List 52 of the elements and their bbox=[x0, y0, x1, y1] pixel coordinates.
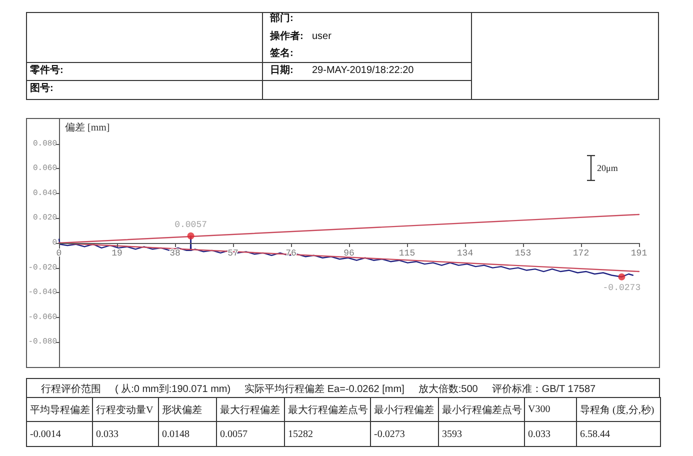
text: -0.0273 bbox=[370, 422, 438, 446]
text: -0.0014 bbox=[26, 422, 92, 446]
text: 最小行程偏差 bbox=[370, 398, 438, 422]
y-tick-label: 0.060 bbox=[32, 164, 58, 174]
text: 0.0148 bbox=[158, 422, 216, 446]
text: 3593 bbox=[438, 422, 524, 446]
text: 形状偏差 bbox=[158, 398, 216, 422]
text: 平均导程偏差 bbox=[26, 398, 92, 422]
x-tick-label: 96 bbox=[344, 248, 354, 258]
x-tick-label: 172 bbox=[572, 248, 590, 258]
text: 零件号: bbox=[30, 65, 64, 77]
x-tick-label: 38 bbox=[170, 248, 180, 258]
x-tick-label: 134 bbox=[456, 248, 474, 258]
x-tick-label: 115 bbox=[398, 248, 416, 258]
text: 29-MAY-2019/18:22:20 bbox=[312, 65, 414, 77]
text: 签名: bbox=[270, 48, 294, 60]
text: 6.58.44 bbox=[576, 422, 660, 446]
y-axis-title: 偏差 [mm] bbox=[65, 122, 110, 134]
y-tick-label: -0.020 bbox=[28, 263, 58, 272]
text: 放大倍数:500 bbox=[418, 382, 478, 396]
text: user bbox=[312, 31, 332, 43]
text: 图号: bbox=[30, 83, 54, 95]
text: 导程角 (度,分,秒) bbox=[576, 398, 660, 422]
text: 实际平均行程偏差 Ea=-0.0262 [mm] bbox=[244, 382, 404, 396]
text: 最大行程偏差点号 bbox=[284, 398, 370, 422]
x-tick-label: 191 bbox=[630, 248, 648, 258]
x-tick-label: 19 bbox=[112, 248, 122, 258]
text: V300 bbox=[524, 398, 576, 422]
text: 0.033 bbox=[92, 422, 158, 446]
data-label: 0.0057 bbox=[174, 220, 207, 230]
x-tick-label: 153 bbox=[514, 248, 532, 258]
text: 15282 bbox=[284, 422, 370, 446]
annotation: 20μm bbox=[597, 162, 618, 174]
text: 0.0057 bbox=[216, 422, 284, 446]
y-tick-label: 0.020 bbox=[32, 214, 58, 223]
text: 0.033 bbox=[524, 422, 576, 446]
text: ( 从:0 mm到:190.071 mm) bbox=[115, 382, 231, 396]
y-tick-label: -0.060 bbox=[28, 312, 58, 322]
y-tick-label: 0.040 bbox=[32, 188, 58, 198]
text: 日期: bbox=[270, 65, 294, 77]
text: 操作者: bbox=[270, 31, 304, 43]
text: 行程评价范围 bbox=[41, 382, 101, 396]
text: 部门: bbox=[270, 13, 294, 25]
y-tick-label: 0.080 bbox=[32, 139, 58, 148]
y-tick-label: -0.080 bbox=[28, 338, 58, 347]
data-label: -0.0273 bbox=[602, 282, 641, 293]
text: 最小行程偏差点号 bbox=[438, 398, 524, 422]
y-tick-label: -0.040 bbox=[28, 288, 58, 298]
text: 行程变动量V bbox=[92, 398, 158, 422]
text: 最大行程偏差 bbox=[216, 398, 284, 422]
y-tick-label: 0 bbox=[52, 238, 58, 248]
text: 评价标准：GB/T 17587 bbox=[492, 382, 596, 396]
